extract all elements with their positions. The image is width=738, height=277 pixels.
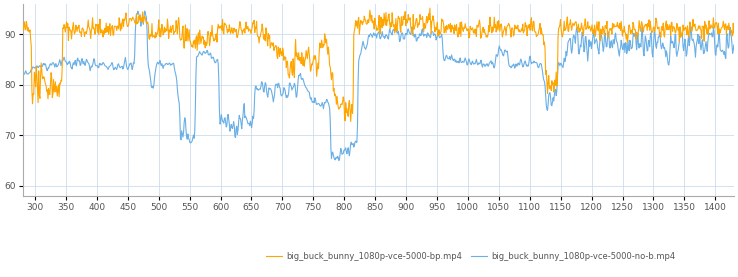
big_buck_bunny_1080p-vce-5000-no-b.mp4 (729, 43, 738, 47)
big_buck_bunny_1080p-vce-5000-no-b.mp4 (552, 94, 561, 97)
big_buck_bunny_1080p-vce-5000-no-b.mp4 (698, 38, 707, 41)
big_buck_bunny_1080p-vce-5000-bp.mp4 (193, 36, 202, 40)
Legend: big_buck_bunny_1080p-vce-5000-bp.mp4, big_buck_bunny_1080p-vce-5000-no-b.mp4: big_buck_bunny_1080p-vce-5000-bp.mp4, bi… (262, 249, 679, 265)
big_buck_bunny_1080p-vce-5000-bp.mp4 (346, 120, 355, 123)
big_buck_bunny_1080p-vce-5000-no-b.mp4 (142, 29, 151, 32)
big_buck_bunny_1080p-vce-5000-bp.mp4 (322, 38, 331, 41)
big_buck_bunny_1080p-vce-5000-no-b.mp4 (194, 53, 203, 57)
Line: big_buck_bunny_1080p-vce-5000-bp.mp4: big_buck_bunny_1080p-vce-5000-bp.mp4 (23, 8, 734, 121)
big_buck_bunny_1080p-vce-5000-bp.mp4 (142, 22, 151, 25)
big_buck_bunny_1080p-vce-5000-bp.mp4 (698, 24, 707, 28)
big_buck_bunny_1080p-vce-5000-no-b.mp4 (140, 9, 149, 13)
big_buck_bunny_1080p-vce-5000-bp.mp4 (426, 7, 435, 10)
big_buck_bunny_1080p-vce-5000-bp.mp4 (552, 70, 561, 74)
big_buck_bunny_1080p-vce-5000-no-b.mp4 (334, 159, 343, 162)
big_buck_bunny_1080p-vce-5000-no-b.mp4 (323, 98, 331, 101)
big_buck_bunny_1080p-vce-5000-bp.mp4 (18, 25, 27, 29)
big_buck_bunny_1080p-vce-5000-bp.mp4 (729, 31, 738, 35)
Line: big_buck_bunny_1080p-vce-5000-no-b.mp4: big_buck_bunny_1080p-vce-5000-no-b.mp4 (23, 11, 734, 160)
big_buck_bunny_1080p-vce-5000-no-b.mp4 (39, 62, 48, 65)
big_buck_bunny_1080p-vce-5000-no-b.mp4 (18, 71, 27, 74)
big_buck_bunny_1080p-vce-5000-bp.mp4 (39, 75, 48, 78)
